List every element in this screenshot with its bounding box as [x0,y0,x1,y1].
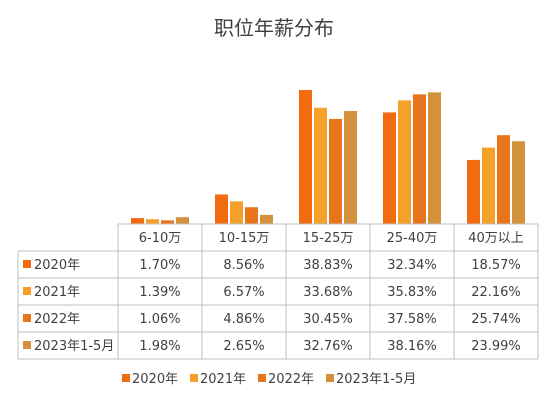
table-cell-value: 23.99% [471,339,521,354]
bar-4-3 [344,110,357,224]
table-series-swatch [23,260,31,268]
bar-1-4 [383,112,396,224]
bar-3-1 [161,220,174,224]
bar-3-5 [497,135,510,224]
category-label: 15-25万 [303,231,354,246]
table-cell-value: 35.83% [387,285,437,300]
table-series-name: 2020年 [34,258,80,273]
chart-title: 职位年薪分布 [214,16,334,40]
table-series-name: 2022年 [34,312,80,327]
bar-1-3 [299,90,312,224]
table-cell-value: 1.39% [139,285,180,300]
table-cell-value: 22.16% [471,285,521,300]
bar-4-4 [428,92,441,225]
table-cell-value: 37.58% [387,312,437,327]
bar-2-5 [482,147,495,224]
table-series-name: 2021年 [34,285,80,300]
table-cell-value: 8.56% [223,258,264,273]
category-label: 40万以上 [468,231,524,246]
table-cell-value: 4.86% [223,312,264,327]
legend-swatch [258,374,266,382]
bars-layer [131,90,525,225]
table-cell-value: 1.06% [139,312,180,327]
table-cell-value: 38.16% [387,339,437,354]
table-series-swatch [23,314,31,322]
table-series-swatch [23,287,31,295]
bar-4-1 [176,217,189,224]
table-cell-value: 25.74% [471,312,521,327]
legend-swatch [122,374,130,382]
legend-label: 2020年 [132,372,178,387]
bar-1-1 [131,218,144,224]
bar-3-4 [413,94,426,224]
bar-3-2 [245,207,258,224]
legend-label: 2023年1-5月 [336,372,416,387]
table-cell-value: 32.76% [303,339,353,354]
legend-label: 2021年 [200,372,246,387]
legend-swatch [326,374,334,382]
bar-2-3 [314,107,327,224]
table-cell-value: 18.57% [471,258,521,273]
table-cell-value: 33.68% [303,285,353,300]
table-cell-value: 30.45% [303,312,353,327]
category-label: 25-40万 [387,231,438,246]
bar-4-2 [260,214,273,224]
bar-1-2 [215,194,228,224]
legend-label: 2022年 [268,372,314,387]
data-table: 6-10万 10-15万 15-25万 25-40万 40万以上 2020年 1.70% 8.… [17,223,539,360]
table-cell-value: 1.98% [139,339,180,354]
legend: 2020年 2021年 2022年 2023年1-5月 [122,372,416,387]
table-cell-value: 32.34% [387,258,437,273]
table-cell-value: 38.83% [303,258,353,273]
bar-3-3 [329,118,342,224]
legend-swatch [190,374,198,382]
category-label: 10-15万 [219,231,270,246]
bar-1-5 [467,159,480,224]
category-label: 6-10万 [139,231,182,246]
bar-2-4 [398,100,411,224]
table-series-name: 2023年1-5月 [34,339,114,354]
bar-2-2 [230,201,243,224]
bar-4-5 [512,141,525,224]
bar-2-1 [146,219,159,224]
table-cell-value: 6.57% [223,285,264,300]
table-cell-value: 2.65% [223,339,264,354]
table-cell-value: 1.70% [139,258,180,273]
table-series-swatch [23,341,31,349]
